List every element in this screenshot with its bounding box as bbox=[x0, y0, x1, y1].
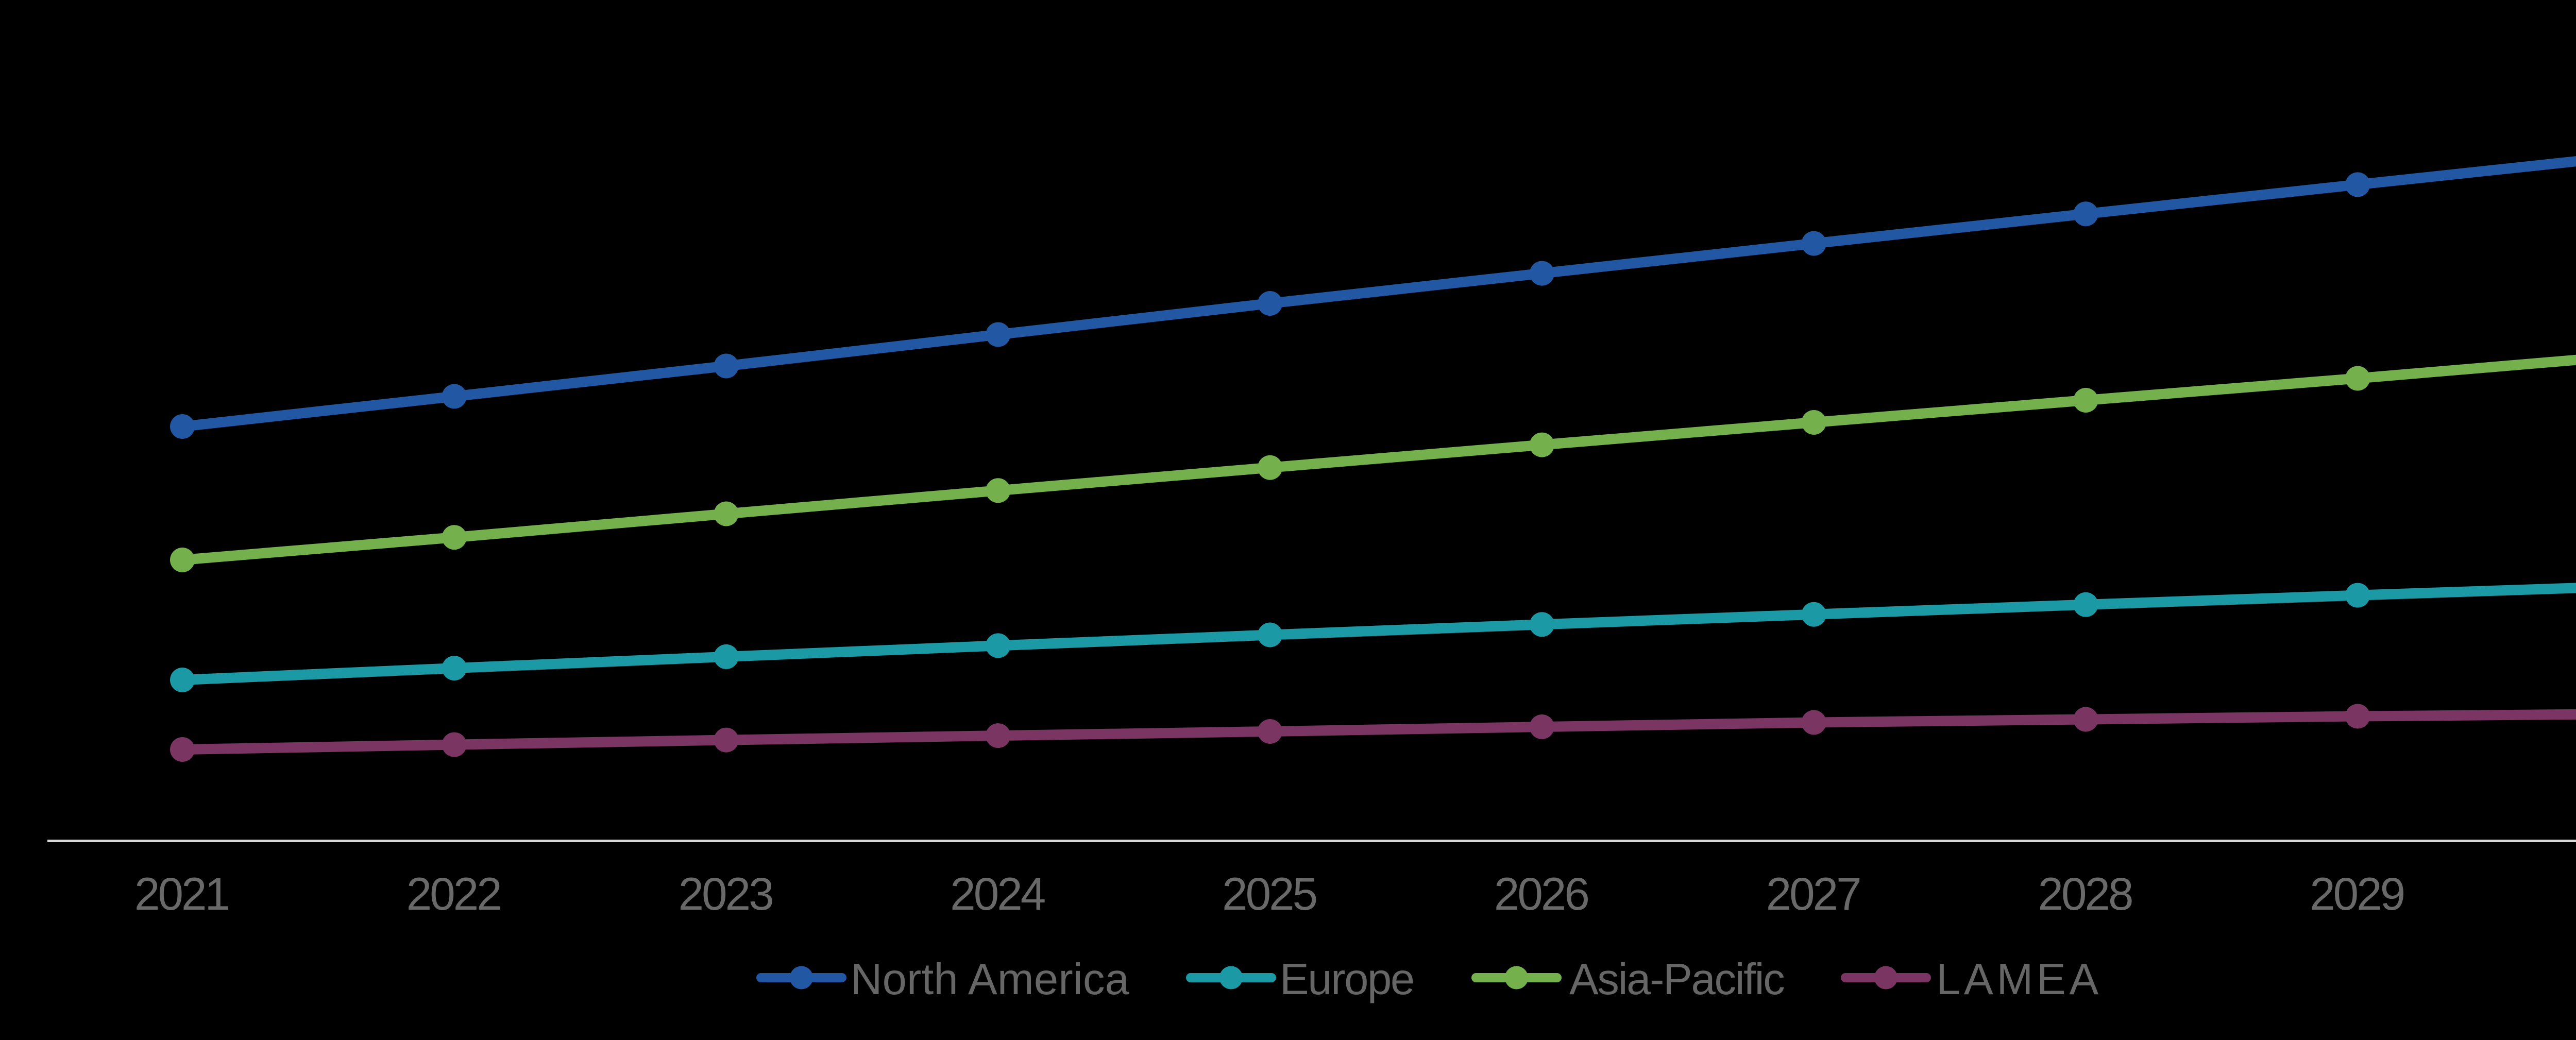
svg-text:2021: 2021 bbox=[134, 868, 228, 919]
svg-text:LAMEA: LAMEA bbox=[1936, 955, 2102, 1004]
svg-text:Europe: Europe bbox=[1280, 955, 1414, 1004]
svg-text:2022: 2022 bbox=[406, 868, 500, 919]
svg-text:2029: 2029 bbox=[2310, 868, 2403, 919]
svg-text:Asia-Pacific: Asia-Pacific bbox=[1569, 955, 1784, 1004]
svg-text:North America: North America bbox=[851, 955, 1130, 1004]
svg-text:2023: 2023 bbox=[679, 868, 772, 919]
svg-text:2028: 2028 bbox=[2038, 868, 2132, 919]
svg-text:2027: 2027 bbox=[1766, 868, 1860, 919]
svg-text:2026: 2026 bbox=[1494, 868, 1588, 919]
svg-text:2024: 2024 bbox=[950, 868, 1044, 919]
svg-text:2025: 2025 bbox=[1222, 868, 1316, 919]
